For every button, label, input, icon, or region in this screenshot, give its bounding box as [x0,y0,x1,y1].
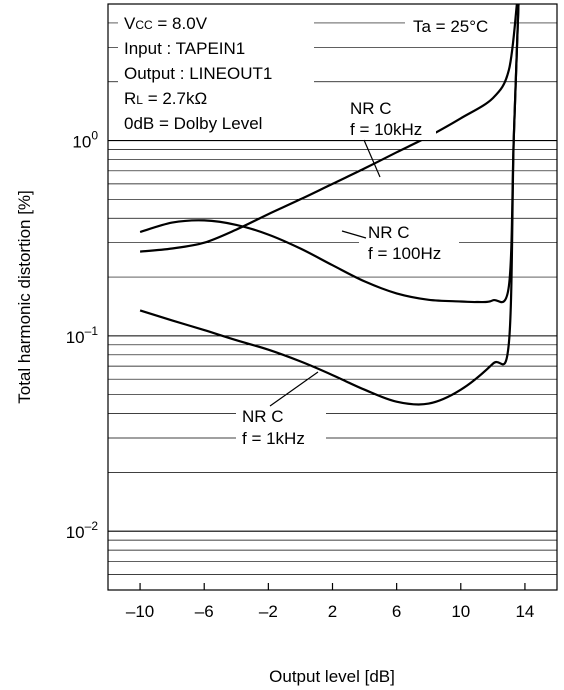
x-tick-label: –6 [195,602,214,621]
y-tick-base: 10 [72,133,91,152]
grid [108,3,557,591]
ta-box: Ta = 25°C [405,14,510,38]
x-tick-label: 2 [328,602,337,621]
y-tick-exponent: 0 [91,129,98,143]
y-tick-exponent: –2 [85,519,99,533]
conditions-box: VCC = 8.0V Input : TAPEIN1 Output : LINE… [118,8,314,138]
cond-rl: RL = 2.7kΩ [124,89,207,108]
series-label-100hz: NR C f = 100Hz [341,220,459,264]
series-label-1khz: NR C f = 1kHz [236,371,326,452]
cond-output: Output : LINEOUT1 [124,64,272,83]
series-label-10khz-line2: f = 10kHz [350,120,422,139]
x-tick-label: –10 [126,602,154,621]
y-tick-label: 10–2 [66,519,99,542]
y-tick-exponent: –1 [85,324,99,338]
cond-odb: 0dB = Dolby Level [124,114,262,133]
series-line-100hz [139,3,520,304]
x-tick-label: 6 [392,602,401,621]
conditions-box-bg [118,8,314,138]
y-tick-label: 100 [72,129,98,152]
series-label-100hz-line1: NR C [368,223,410,242]
cond-ta: Ta = 25°C [413,17,488,36]
y-axis-label: Total harmonic distortion [%] [15,190,34,404]
series-label-1khz-bg [236,404,326,452]
series-label-10khz: NR C f = 10kHz [340,96,436,178]
x-axis-label: Output level [dB] [269,667,395,686]
leader-1khz [269,371,319,407]
leader-100hz [341,230,367,239]
series-label-10khz-bg [340,96,436,140]
cond-vcc: VCC = 8.0V [124,14,208,33]
ta-box-bg [405,14,510,38]
x-tick-label: 10 [451,602,470,621]
y-tick-base: 10 [66,328,85,347]
series-line-1khz [139,3,520,406]
leader-10khz [363,139,381,178]
series-label-1khz-line2: f = 1kHz [242,429,305,448]
cond-input: Input : TAPEIN1 [124,39,245,58]
x-tick-label: –2 [259,602,278,621]
series-label-10khz-line1: NR C [350,99,392,118]
x-tick-label: 14 [515,602,534,621]
series-label-100hz-bg [359,220,459,264]
y-tick-base: 10 [66,523,85,542]
series-line-10khz [139,3,518,253]
series-lines [139,3,520,406]
series-label-1khz-line1: NR C [242,407,284,426]
series-label-100hz-line2: f = 100Hz [368,244,441,263]
y-tick-label: 10–1 [66,324,99,347]
